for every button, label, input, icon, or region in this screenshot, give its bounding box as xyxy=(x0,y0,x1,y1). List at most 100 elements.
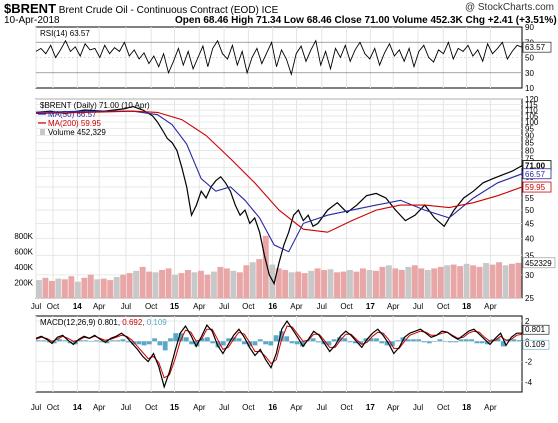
macd-histogram-bar xyxy=(242,341,247,345)
volume-bar xyxy=(61,279,68,298)
volume-bar xyxy=(385,265,392,298)
macd-histogram-bar xyxy=(458,339,464,342)
volume-bar xyxy=(55,278,62,298)
instrument-title: Brent Crude Oil - Continuous Contract (E… xyxy=(58,5,259,16)
macd-x-tick-label: 18 xyxy=(462,403,471,412)
macd-tick-label: -2 xyxy=(525,358,533,367)
volume-bar xyxy=(379,266,386,298)
macd-histogram-bar xyxy=(41,340,47,342)
price-tick-label: 90 xyxy=(525,131,534,140)
volume-bar xyxy=(476,266,483,298)
macd-histogram-bar xyxy=(416,339,422,342)
volume-bar xyxy=(198,270,204,298)
volume-bar xyxy=(360,268,366,298)
macd-histogram-bar xyxy=(183,337,189,342)
price-tick-label: 50 xyxy=(525,206,534,215)
chart-header-title: $BRENT Brent Crude Oil - Continuous Cont… xyxy=(4,1,278,16)
macd-label-part: 0.109 xyxy=(147,318,168,327)
price-tick-label: 55 xyxy=(525,194,534,203)
price-x-tick-label: Apr xyxy=(290,302,303,311)
rsi-value-label: 63.57 xyxy=(525,43,546,52)
macd-histogram-bar xyxy=(479,341,485,344)
rsi-tick-label: 30 xyxy=(525,69,534,78)
volume-bar xyxy=(496,262,502,298)
macd-histogram-bar xyxy=(374,338,379,342)
macd-histogram-bar xyxy=(220,341,226,346)
legend-volume-swatch xyxy=(40,129,45,135)
volume-bar xyxy=(347,270,353,298)
price-x-tick-label: Jul xyxy=(31,302,41,311)
macd-histogram-bar xyxy=(173,333,179,342)
price-tick-label: 105 xyxy=(525,112,539,121)
volume-bar xyxy=(146,271,153,298)
macd-histogram-bar xyxy=(178,333,184,342)
macd-x-tick-label: 17 xyxy=(366,403,375,412)
macd-x-tick-label: Jul xyxy=(317,403,327,412)
volume-bar xyxy=(256,259,263,298)
volume-bar xyxy=(87,274,94,298)
macd-histogram-bar xyxy=(115,340,120,342)
macd-histogram-bar xyxy=(263,341,268,345)
price-tick-label: 95 xyxy=(525,125,534,134)
ma200-value-box xyxy=(522,181,552,193)
macd-histogram-bar xyxy=(226,338,231,342)
price-tick-label: 115 xyxy=(525,100,538,109)
macd-value-label: 0.801 xyxy=(525,325,546,334)
macd-x-tick-label: Oct xyxy=(242,403,255,412)
price-x-tick-label: Oct xyxy=(145,302,158,311)
legend-price: $BRENT (Daily) 71.00 (10 Apr) xyxy=(40,101,150,110)
volume-bar xyxy=(178,273,185,298)
macd-histogram-bar xyxy=(83,340,89,342)
volume-bar xyxy=(139,266,146,298)
volume-bar xyxy=(444,265,451,298)
macd-x-tick-label: Jul xyxy=(219,403,229,412)
ma50-line xyxy=(35,110,523,253)
volume-bar xyxy=(314,268,321,298)
rsi-value-box xyxy=(522,41,552,53)
rsi-tick-label: 50 xyxy=(525,54,534,63)
volume-bar xyxy=(295,271,302,298)
price-tick-label: 40 xyxy=(525,234,534,243)
volume-bar xyxy=(308,270,315,298)
volume-bar xyxy=(373,270,379,298)
macd-histogram-bar xyxy=(426,341,432,344)
price-value-label: 71.00 xyxy=(525,162,546,171)
ma200-value-label: 59.95 xyxy=(525,183,546,192)
volume-value-label: 452329 xyxy=(525,259,552,268)
volume-bar xyxy=(398,270,405,298)
macd-histogram-bar xyxy=(110,340,115,342)
price-x-tick-label: Apr xyxy=(484,302,497,311)
macd-histogram-bar xyxy=(500,341,506,347)
volume-bar xyxy=(120,274,127,298)
macd-histogram-bar xyxy=(405,339,411,342)
legend-volume: Volume 452,329 xyxy=(48,128,106,137)
macd-histogram-bar xyxy=(168,338,173,342)
macd-x-tick-label: Oct xyxy=(340,403,353,412)
macd-histogram-bar xyxy=(51,341,57,344)
macd-x-tick-label: 14 xyxy=(73,403,82,412)
price-x-tick-label: Oct xyxy=(47,302,60,311)
macd-histogram-bar xyxy=(141,341,147,346)
macd-histogram-bar xyxy=(136,341,142,345)
macd-histogram-bar xyxy=(469,339,474,342)
macd-histogram-bar xyxy=(384,341,390,346)
price-x-tick-label: Jul xyxy=(317,302,327,311)
macd-histogram-bar xyxy=(247,341,253,347)
volume-bar xyxy=(152,272,159,298)
macd-x-tick-label: Jul xyxy=(413,403,423,412)
macd-histogram-bar xyxy=(389,341,395,347)
macd-x-tick-label: Jul xyxy=(121,403,131,412)
macd-histogram-bar xyxy=(442,341,448,342)
macd-histogram-bar xyxy=(342,338,348,342)
watermark: @ StockCharts.com xyxy=(464,2,554,13)
quote-date: 10-Apr-2018 xyxy=(4,15,60,26)
macd-histogram-bar xyxy=(131,341,136,345)
macd-histogram-bar xyxy=(189,341,194,345)
macd-histogram-bar xyxy=(347,341,353,343)
volume-bar xyxy=(185,270,191,298)
macd-x-tick-label: 15 xyxy=(170,403,179,412)
volume-bar xyxy=(113,277,120,298)
volume-bar xyxy=(489,264,496,298)
ma200-line xyxy=(35,110,523,233)
macd-histogram-bar xyxy=(99,341,105,343)
